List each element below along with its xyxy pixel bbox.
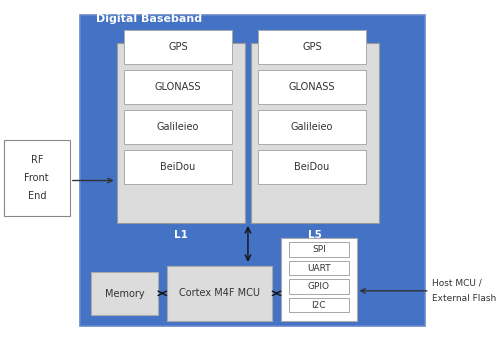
Bar <box>124 70 232 104</box>
Bar <box>258 29 366 64</box>
Bar <box>289 298 348 312</box>
Bar <box>289 261 348 275</box>
Text: L5: L5 <box>308 230 322 240</box>
Text: GLONASS: GLONASS <box>288 82 335 92</box>
Bar <box>289 279 348 294</box>
Bar <box>258 70 366 104</box>
Text: Front: Front <box>24 173 49 183</box>
Text: Interface: Interface <box>318 327 365 336</box>
Bar <box>167 266 272 321</box>
Text: Galileieo: Galileieo <box>291 122 333 132</box>
Bar <box>252 42 380 223</box>
Bar <box>124 110 232 144</box>
Bar <box>124 150 232 184</box>
Text: L1: L1 <box>174 230 188 240</box>
Text: Galileieo: Galileieo <box>157 122 199 132</box>
Text: SPI: SPI <box>312 245 326 254</box>
Text: GLONASS: GLONASS <box>155 82 202 92</box>
Text: GPS: GPS <box>302 42 322 52</box>
Text: Cortex M4F MCU: Cortex M4F MCU <box>179 288 260 298</box>
Bar <box>116 42 244 223</box>
Bar <box>80 15 425 326</box>
Text: External Flash: External Flash <box>432 294 496 303</box>
Bar <box>258 110 366 144</box>
Text: RF: RF <box>30 155 43 165</box>
Text: I2C: I2C <box>312 300 326 310</box>
Text: GPIO: GPIO <box>308 282 330 291</box>
Bar <box>281 238 356 321</box>
Bar <box>92 272 158 315</box>
Bar <box>124 29 232 64</box>
Text: Memory: Memory <box>104 289 144 299</box>
Text: BeiDou: BeiDou <box>294 162 330 172</box>
Text: GPS: GPS <box>168 42 188 52</box>
Text: Host MCU /: Host MCU / <box>432 279 482 288</box>
Text: Digital Baseband: Digital Baseband <box>96 14 202 24</box>
Text: Navigation/Control: Navigation/Control <box>172 327 268 336</box>
Text: UART: UART <box>307 264 330 272</box>
Bar <box>289 242 348 257</box>
Bar <box>258 150 366 184</box>
Text: BeiDou: BeiDou <box>160 162 196 172</box>
Bar <box>4 140 70 216</box>
Text: End: End <box>28 191 46 200</box>
